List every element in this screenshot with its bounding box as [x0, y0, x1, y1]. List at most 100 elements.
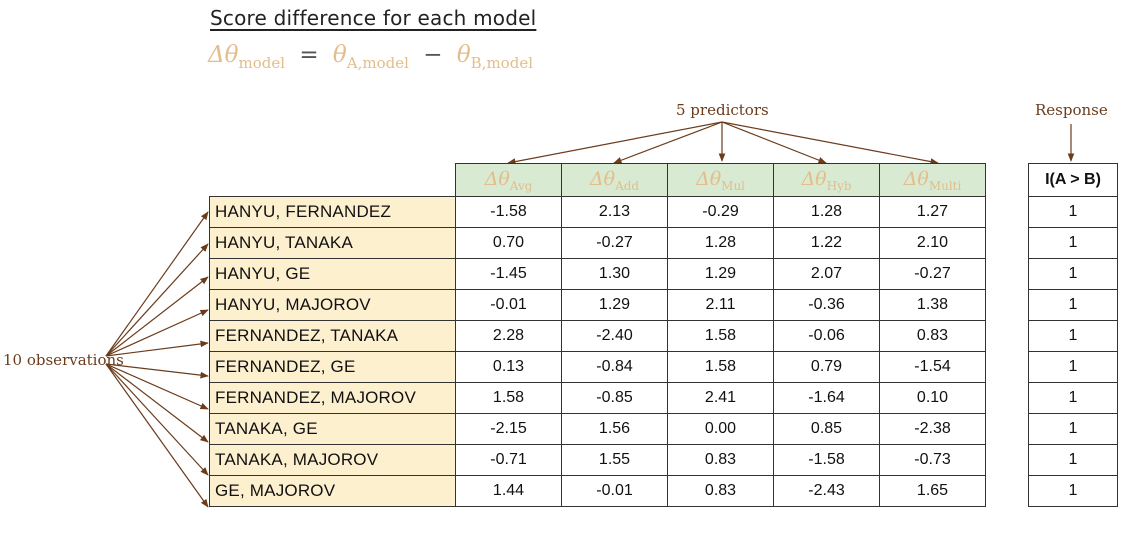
- value-cell: 1.28: [667, 227, 774, 259]
- pair-name-cell: FERNANDEZ, TANAKA: [209, 320, 456, 352]
- predictor-table: ΔθAvg ΔθAdd ΔθMul ΔθHyb ΔθMulti HANYU, F…: [209, 163, 986, 507]
- formula: Δθmodel = θA,model − θB,model: [208, 42, 533, 72]
- value-cell: 1.38: [879, 289, 986, 321]
- header-mul: ΔθMul: [667, 163, 774, 197]
- header-blank-cell: [210, 164, 456, 197]
- value-cell: 1.29: [561, 289, 668, 321]
- table-row: HANYU, GE -1.45 1.30 1.29 2.07 -0.27: [209, 258, 986, 290]
- value-cell: 0.13: [455, 351, 562, 383]
- formula-theta-a: θ: [332, 42, 347, 68]
- response-cell: 1: [1028, 413, 1118, 445]
- obs-arrow-8: [105, 363, 209, 443]
- value-cell: 0.70: [455, 227, 562, 259]
- value-cell: -0.29: [667, 196, 774, 228]
- value-cell: -0.01: [455, 289, 562, 321]
- response-row: 1: [1028, 413, 1118, 445]
- response-row: 1: [1028, 196, 1118, 228]
- pair-name-cell: HANYU, TANAKA: [209, 227, 456, 259]
- value-cell: -0.27: [879, 258, 986, 290]
- value-cell: 0.85: [773, 413, 880, 445]
- response-cell: 1: [1028, 289, 1118, 321]
- value-cell: -0.06: [773, 320, 880, 352]
- value-cell: 0.79: [773, 351, 880, 383]
- predictors-label: 5 predictors: [676, 101, 769, 119]
- value-cell: -0.01: [561, 475, 668, 507]
- table-row: FERNANDEZ, MAJOROV 1.58 -0.85 2.41 -1.64 0.10: [209, 382, 986, 414]
- formula-theta-b: θ: [456, 42, 471, 68]
- response-header-row: I(A > B): [1028, 163, 1118, 197]
- value-cell: 0.83: [879, 320, 986, 352]
- table-row: GE, MAJOROV 1.44 -0.01 0.83 -2.43 1.65: [209, 475, 986, 507]
- pair-name-cell: FERNANDEZ, MAJOROV: [209, 382, 456, 414]
- header-hyb: ΔθHyb: [773, 163, 880, 197]
- value-cell: -0.85: [561, 382, 668, 414]
- predictor-header-row: ΔθAvg ΔθAdd ΔθMul ΔθHyb ΔθMulti: [210, 163, 986, 197]
- obs-arrow-10: [105, 363, 209, 508]
- value-cell: -1.45: [455, 258, 562, 290]
- pair-name-cell: HANYU, MAJOROV: [209, 289, 456, 321]
- obs-arrow-2: [105, 243, 209, 357]
- obs-arrow-9: [105, 363, 209, 476]
- value-cell: -1.54: [879, 351, 986, 383]
- obs-arrow-1: [105, 211, 209, 357]
- chart-title: Score difference for each model: [210, 6, 537, 30]
- table-row: TANAKA, GE -2.15 1.56 0.00 0.85 -2.38: [209, 413, 986, 445]
- value-cell: -0.27: [561, 227, 668, 259]
- header-multi: ΔθMulti: [879, 163, 986, 197]
- obs-arrow-6: [105, 363, 209, 379]
- table-row: HANYU, MAJOROV -0.01 1.29 2.11 -0.36 1.38: [209, 289, 986, 321]
- response-cell: 1: [1028, 444, 1118, 476]
- value-cell: 2.28: [455, 320, 562, 352]
- pair-name-cell: HANYU, GE: [209, 258, 456, 290]
- value-cell: 1.58: [667, 351, 774, 383]
- response-row: 1: [1028, 227, 1118, 259]
- pair-name-cell: GE, MAJOROV: [209, 475, 456, 507]
- formula-minus: −: [423, 42, 443, 68]
- value-cell: 2.10: [879, 227, 986, 259]
- response-row: 1: [1028, 351, 1118, 383]
- formula-equals: =: [299, 42, 319, 68]
- value-cell: 1.55: [561, 444, 668, 476]
- header-add: ΔθAdd: [561, 163, 668, 197]
- value-cell: -0.71: [455, 444, 562, 476]
- obs-arrow-4: [105, 309, 209, 357]
- value-cell: 2.11: [667, 289, 774, 321]
- response-label: Response: [1035, 101, 1108, 119]
- value-cell: -0.36: [773, 289, 880, 321]
- response-cell: 1: [1028, 382, 1118, 414]
- value-cell: 2.07: [773, 258, 880, 290]
- observations-label: 10 observations: [3, 351, 124, 369]
- value-cell: 0.83: [667, 444, 774, 476]
- pair-name-cell: TANAKA, MAJOROV: [209, 444, 456, 476]
- value-cell: -1.58: [455, 196, 562, 228]
- table-row: TANAKA, MAJOROV -0.71 1.55 0.83 -1.58 -0.73: [209, 444, 986, 476]
- obs-arrow-7: [105, 363, 209, 410]
- predictor-arrow-multi: [721, 121, 939, 165]
- value-cell: 2.13: [561, 196, 668, 228]
- response-row: 1: [1028, 475, 1118, 507]
- response-row: 1: [1028, 258, 1118, 290]
- response-row: 1: [1028, 444, 1118, 476]
- value-cell: 1.27: [879, 196, 986, 228]
- value-cell: 1.22: [773, 227, 880, 259]
- obs-arrow-3: [105, 276, 209, 357]
- response-cell: 1: [1028, 351, 1118, 383]
- value-cell: -0.73: [879, 444, 986, 476]
- formula-lhs-sub: model: [238, 54, 285, 72]
- formula-lhs-symbol: Δθ: [208, 42, 239, 68]
- table-row: FERNANDEZ, GE 0.13 -0.84 1.58 0.79 -1.54: [209, 351, 986, 383]
- value-cell: 1.56: [561, 413, 668, 445]
- value-cell: 1.58: [455, 382, 562, 414]
- value-cell: -2.38: [879, 413, 986, 445]
- value-cell: 1.28: [773, 196, 880, 228]
- header-avg: ΔθAvg: [455, 163, 562, 197]
- value-cell: 2.41: [667, 382, 774, 414]
- response-cell: 1: [1028, 227, 1118, 259]
- pair-name-cell: HANYU, FERNANDEZ: [209, 196, 456, 228]
- predictor-arrow-avg: [507, 121, 723, 165]
- value-cell: -2.15: [455, 413, 562, 445]
- predictor-arrow-hyb: [721, 121, 827, 164]
- value-cell: 1.30: [561, 258, 668, 290]
